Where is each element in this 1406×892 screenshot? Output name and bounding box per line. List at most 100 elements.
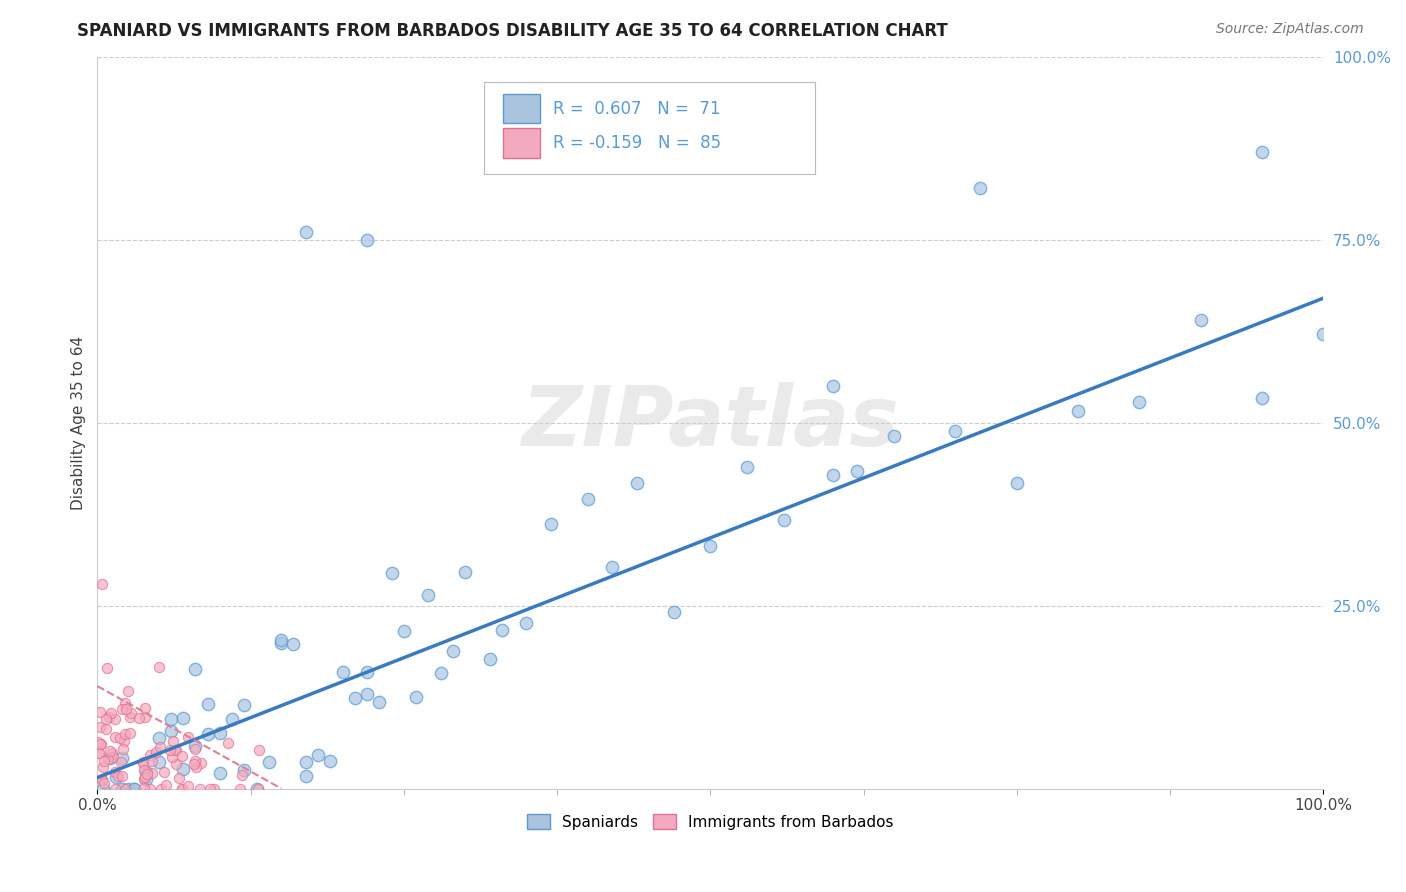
Point <box>110 755 132 769</box>
Point <box>103 749 125 764</box>
Point <box>134 701 156 715</box>
Point <box>87 746 110 760</box>
Point <box>101 746 124 760</box>
Point <box>170 781 193 796</box>
Point <box>540 517 562 532</box>
Point <box>112 733 135 747</box>
Point <box>283 637 305 651</box>
Point <box>104 781 127 796</box>
Point <box>104 770 127 784</box>
Point <box>100 706 122 720</box>
Point <box>120 706 142 720</box>
Point <box>128 711 150 725</box>
Point <box>111 781 134 796</box>
Point <box>89 705 111 719</box>
Point <box>454 565 477 579</box>
Point <box>134 710 156 724</box>
Point <box>478 651 501 665</box>
Point <box>773 513 796 527</box>
Point <box>170 781 193 796</box>
Point <box>107 768 129 782</box>
Point <box>177 730 200 744</box>
Point <box>1312 327 1334 342</box>
Point <box>93 754 115 768</box>
Point <box>356 233 378 247</box>
Point <box>145 745 167 759</box>
Point <box>135 772 157 787</box>
Point <box>118 710 141 724</box>
Point <box>319 754 342 768</box>
Point <box>332 665 354 679</box>
Point <box>821 467 844 482</box>
Point <box>110 768 132 782</box>
FancyBboxPatch shape <box>503 94 540 123</box>
Point <box>111 750 134 764</box>
Point <box>138 781 160 796</box>
Point <box>576 491 599 506</box>
Point <box>165 743 187 757</box>
Point <box>208 765 231 780</box>
Point <box>202 781 225 796</box>
Point <box>136 767 159 781</box>
Point <box>233 763 256 777</box>
Text: ZIPatlas: ZIPatlas <box>522 382 900 463</box>
Point <box>114 696 136 710</box>
Point <box>172 762 194 776</box>
Point <box>491 624 513 638</box>
Point <box>117 781 139 796</box>
Text: R = -0.159   N =  85: R = -0.159 N = 85 <box>554 134 721 152</box>
Point <box>94 723 117 737</box>
Point <box>134 781 156 796</box>
Point <box>883 429 905 443</box>
Point <box>246 781 269 796</box>
FancyBboxPatch shape <box>484 82 814 174</box>
Point <box>135 764 157 779</box>
Point <box>98 751 121 765</box>
Point <box>93 760 115 774</box>
Point <box>122 781 145 796</box>
Point <box>1128 395 1150 409</box>
Point <box>91 576 114 591</box>
Point <box>89 737 111 751</box>
Point <box>405 690 427 704</box>
Point <box>184 760 207 774</box>
Point <box>294 769 316 783</box>
Point <box>197 698 219 712</box>
Point <box>153 765 176 780</box>
Point <box>162 734 184 748</box>
Point <box>1251 392 1274 406</box>
Point <box>307 747 329 762</box>
Point <box>190 756 212 771</box>
Point <box>177 779 200 793</box>
Point <box>381 566 404 580</box>
Point <box>139 747 162 762</box>
Point <box>197 727 219 741</box>
Point <box>90 773 112 788</box>
Point <box>134 772 156 786</box>
Point <box>217 736 239 750</box>
Point <box>98 710 121 724</box>
Point <box>111 742 134 756</box>
Point <box>165 743 187 757</box>
Point <box>846 464 869 478</box>
Point <box>368 695 391 709</box>
Point <box>233 698 256 712</box>
Point <box>149 739 172 754</box>
Point <box>160 723 183 738</box>
Point <box>441 643 464 657</box>
Point <box>104 730 127 744</box>
Point <box>172 748 194 763</box>
Point <box>90 737 112 751</box>
Point <box>155 779 177 793</box>
Point <box>117 683 139 698</box>
Point <box>114 781 136 796</box>
Point <box>98 744 121 758</box>
Point <box>1189 313 1212 327</box>
FancyBboxPatch shape <box>503 128 540 158</box>
Point <box>89 720 111 734</box>
Point <box>247 743 270 757</box>
Point <box>183 742 205 756</box>
Point <box>208 726 231 740</box>
Point <box>148 659 170 673</box>
Point <box>343 691 366 706</box>
